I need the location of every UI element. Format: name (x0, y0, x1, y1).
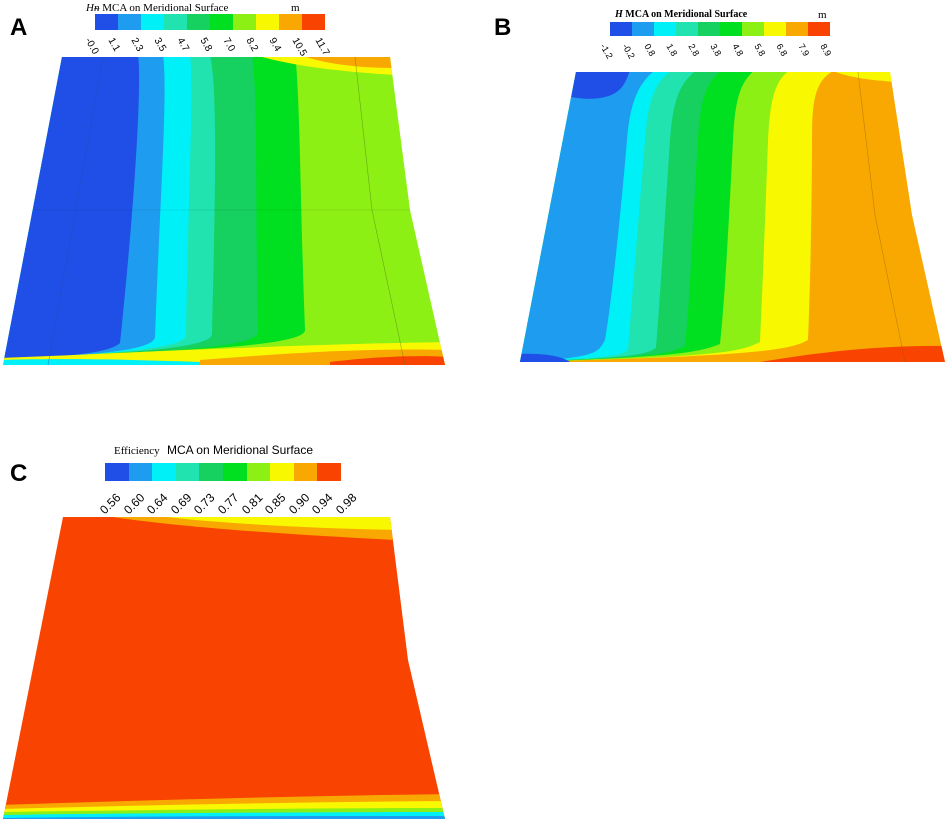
colorbar-swatch (764, 22, 786, 36)
panel-c-contour (3, 517, 445, 819)
panel-b-title-text: MCA on Meridional Surface (625, 9, 748, 20)
colorbar-swatch (141, 14, 164, 30)
panel-c-band-1 (3, 517, 445, 819)
panel-c-variable: Efficiency (114, 445, 160, 457)
colorbar-swatch (199, 463, 223, 481)
panel-a-title-text: MCA on Meridional Surface (102, 2, 229, 14)
panel-label-c: C (10, 460, 28, 487)
colorbar-swatch (786, 22, 808, 36)
panel-b-colorbar (610, 22, 830, 36)
colorbar-swatch (95, 14, 118, 30)
colorbar-swatch (128, 463, 153, 481)
panel-a-band-12 (330, 356, 445, 365)
panel-a-band-7 (3, 57, 140, 360)
colorbar-swatch (720, 22, 742, 36)
colorbar-swatch (175, 463, 200, 481)
colorbar-swatch (632, 22, 654, 36)
colorbar-swatch (293, 463, 318, 481)
colorbar-swatch (302, 14, 325, 30)
panel-c-band-8 (3, 816, 445, 819)
panel-label-b: B (494, 14, 512, 41)
panel-b-title: H MCA on Meridional Surface (615, 9, 747, 20)
panel-a-mesh-line (354, 56, 406, 366)
colorbar-swatch (698, 22, 720, 36)
colorbar-swatch (246, 463, 271, 481)
panel-b-mesh-line (857, 71, 906, 363)
colorbar-swatch (279, 14, 302, 30)
panel-label-a: A (10, 14, 28, 41)
panel-c-title: Efficiency MCA on Meridional Surface (114, 443, 313, 457)
colorbar-swatch (654, 22, 676, 36)
panel-b-band-12 (830, 72, 895, 82)
colorbar-swatch (164, 14, 187, 30)
colorbar-swatch (676, 22, 698, 36)
colorbar-swatch (808, 22, 830, 36)
panel-a-band-13 (3, 359, 200, 365)
panel-b-band-10 (520, 353, 570, 362)
colorbar-swatch (187, 14, 210, 30)
colorbar-swatch (233, 14, 256, 30)
panel-a-colorbar (95, 14, 325, 30)
colorbar-swatch (256, 14, 279, 30)
colorbar-swatch (105, 463, 129, 481)
panel-a-title: Hᵰ MCA on Meridional Surface (86, 2, 228, 14)
panel-c-colorbar (105, 463, 341, 481)
colorbar-swatch (270, 463, 294, 481)
colorbar-swatch (222, 463, 247, 481)
panel-a-unit: m (291, 2, 300, 14)
colorbar-swatch (317, 463, 341, 481)
panel-a-contour (3, 57, 445, 365)
panel-a-variable: Hᵰ (86, 2, 100, 14)
colorbar-swatch (152, 463, 176, 481)
panel-a-band-9 (300, 57, 395, 68)
colorbar-swatch (742, 22, 764, 36)
panel-b-unit: m (818, 9, 827, 21)
colorbar-swatch (610, 22, 632, 36)
colorbar-swatch (118, 14, 141, 30)
panel-b-contour (520, 72, 945, 362)
panel-c-title-text: MCA on Meridional Surface (166, 443, 314, 457)
panel-c-band-3 (150, 517, 395, 530)
colorbar-swatch (210, 14, 233, 30)
panel-a-mesh-line (47, 56, 104, 366)
panel-b-variable: H (615, 9, 623, 20)
